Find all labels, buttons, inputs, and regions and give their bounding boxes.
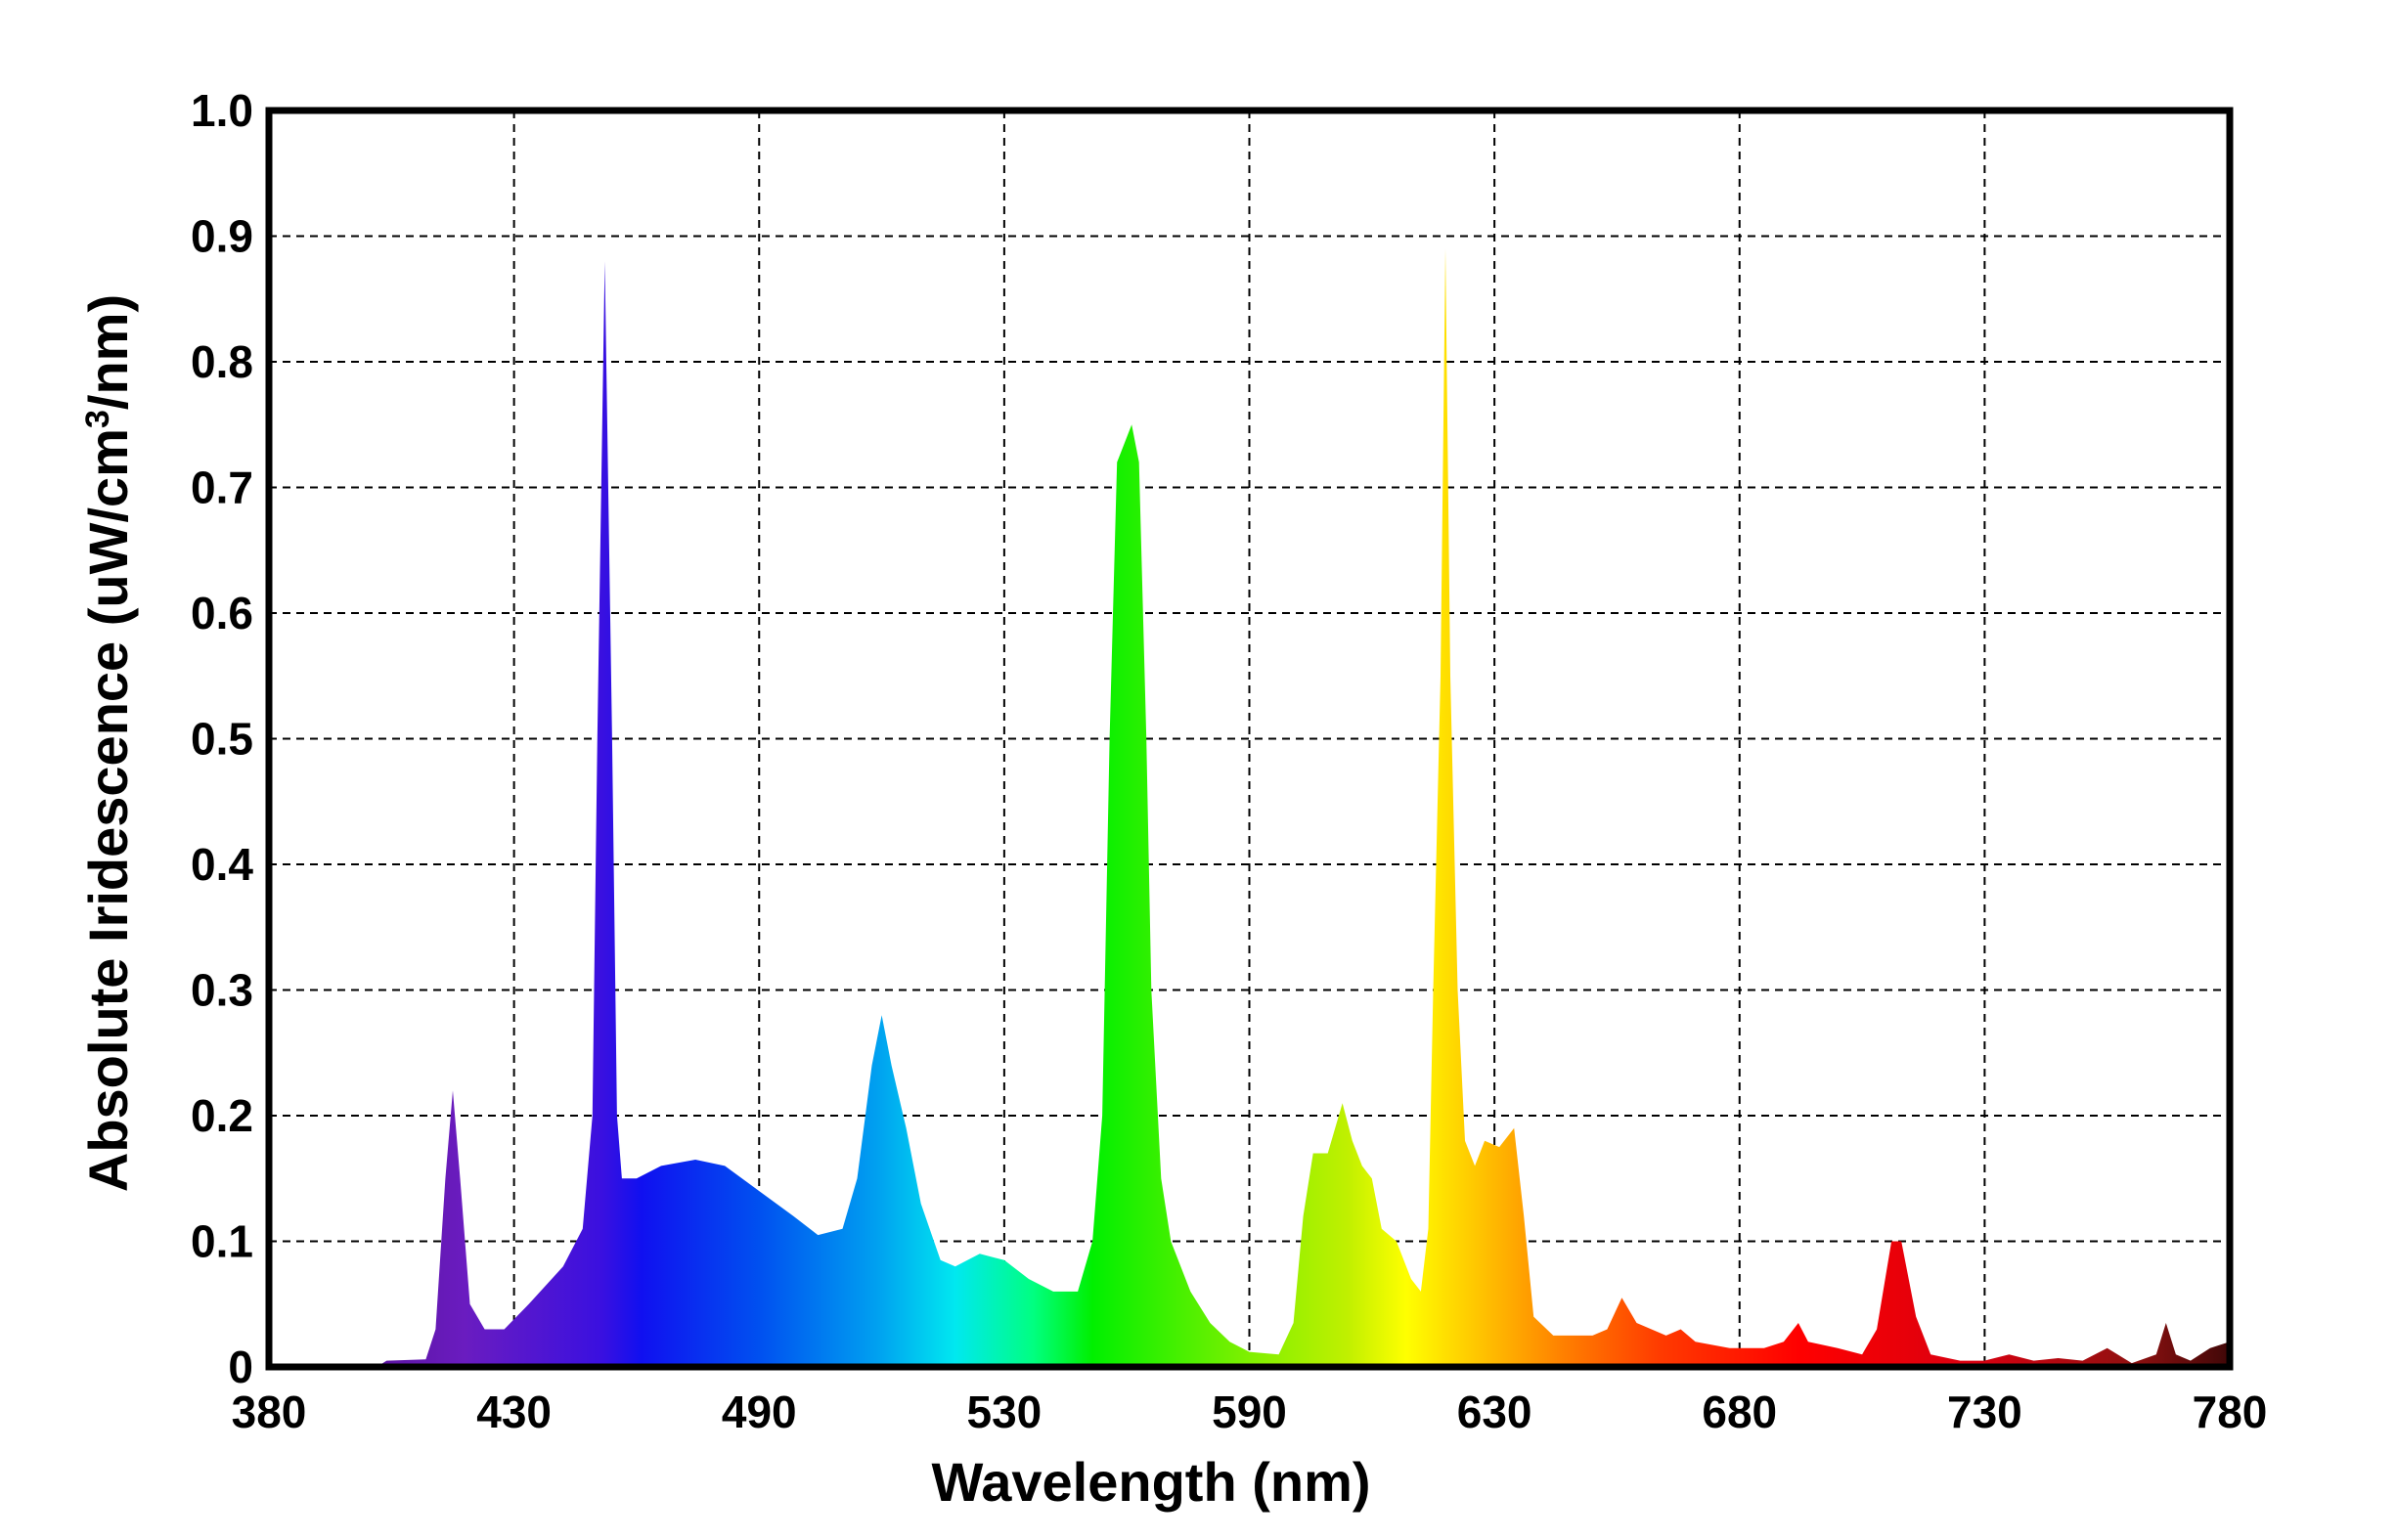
y-tick-label: 0.4 (191, 839, 253, 890)
y-tick-label: 0.3 (191, 965, 253, 1016)
y-axis-title: Absolute Iridescence (uW/cm3/nm) (77, 294, 139, 1192)
y-tick-label: 0.7 (191, 462, 253, 513)
x-tick-label: 430 (476, 1386, 552, 1437)
plot-frame (265, 107, 2234, 1371)
y-tick-label: 0.1 (191, 1216, 253, 1267)
y-tick-label: 0.6 (191, 588, 253, 638)
y-tick-label: 0 (228, 1342, 253, 1392)
x-axis-ticks: 380 430 490 530 590 630 680 730 780 (232, 1386, 2268, 1437)
x-tick-label: 590 (1212, 1386, 1287, 1437)
x-tick-label: 490 (722, 1386, 797, 1437)
y-axis-ticks: 0 0.1 0.2 0.3 0.4 0.5 0.6 0.7 0.8 0.9 1.0 (191, 85, 253, 1392)
y-axis-title-superscript: 3 (79, 410, 116, 428)
y-tick-label: 0.5 (191, 714, 253, 765)
x-axis-title: Wavelength (nm) (931, 1451, 1370, 1513)
x-tick-label: 730 (1947, 1386, 2022, 1437)
grid-lines (269, 110, 2230, 1367)
y-axis-title-part-1: Absolute Iridescence (uW/cm (77, 428, 139, 1192)
x-tick-label: 780 (2193, 1386, 2268, 1437)
y-tick-label: 0.2 (191, 1090, 253, 1141)
y-axis-title-part-2: /nm) (77, 294, 139, 410)
y-tick-label: 0.9 (191, 211, 253, 262)
x-tick-label: 680 (1702, 1386, 1777, 1437)
x-tick-label: 380 (232, 1386, 307, 1437)
x-tick-label: 630 (1457, 1386, 1532, 1437)
y-tick-label: 0.8 (191, 336, 253, 387)
y-tick-label: 1.0 (191, 85, 253, 136)
spectrum-area (269, 248, 2230, 1367)
x-tick-label: 530 (967, 1386, 1043, 1437)
